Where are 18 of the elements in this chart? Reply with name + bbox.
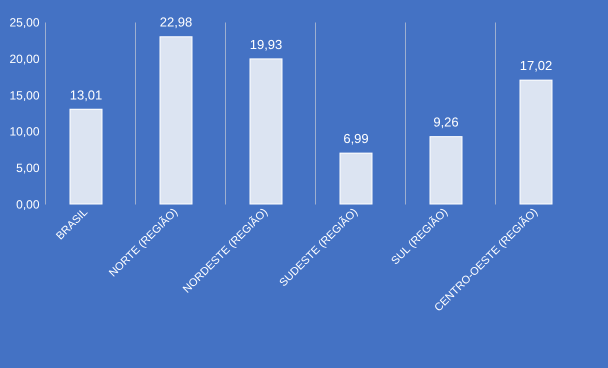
bar bbox=[250, 58, 282, 204]
data-label: 22,98 bbox=[160, 14, 192, 30]
y-tick-label: 15,00 bbox=[9, 88, 40, 102]
bar bbox=[340, 152, 372, 204]
data-label: 17,02 bbox=[520, 58, 552, 74]
bar bbox=[430, 136, 462, 204]
y-tick-label: 20,00 bbox=[9, 52, 40, 66]
data-label: 19,93 bbox=[250, 36, 282, 52]
data-label: 6,99 bbox=[343, 131, 369, 146]
y-tick-label: 0,00 bbox=[16, 198, 40, 212]
data-label: 13,01 bbox=[70, 87, 102, 102]
y-tick-label: 25,00 bbox=[9, 16, 40, 30]
y-tick-label: 10,00 bbox=[9, 124, 40, 139]
bar bbox=[520, 80, 552, 204]
y-tick-label: 5,00 bbox=[16, 161, 40, 176]
data-label: 9,26 bbox=[433, 114, 459, 130]
bar bbox=[70, 108, 102, 204]
bar bbox=[160, 36, 192, 204]
